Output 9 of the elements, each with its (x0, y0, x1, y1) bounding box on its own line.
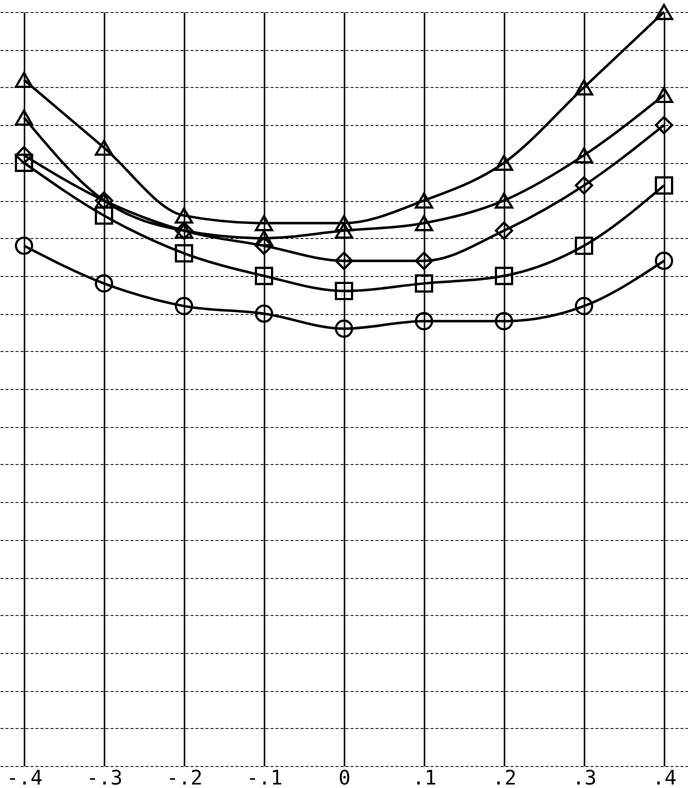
x-tick-label: .4 (652, 766, 677, 788)
x-tick-label: 0 (338, 766, 351, 788)
x-tick-label: -.2 (166, 766, 203, 788)
x-tick-label: -.3 (86, 766, 123, 788)
x-tick-label: -.1 (246, 766, 283, 788)
x-tick-label: -.4 (6, 766, 43, 788)
x-tick-label: .2 (492, 766, 517, 788)
x-tick-label: .3 (572, 766, 597, 788)
x-tick-label: .1 (412, 766, 437, 788)
